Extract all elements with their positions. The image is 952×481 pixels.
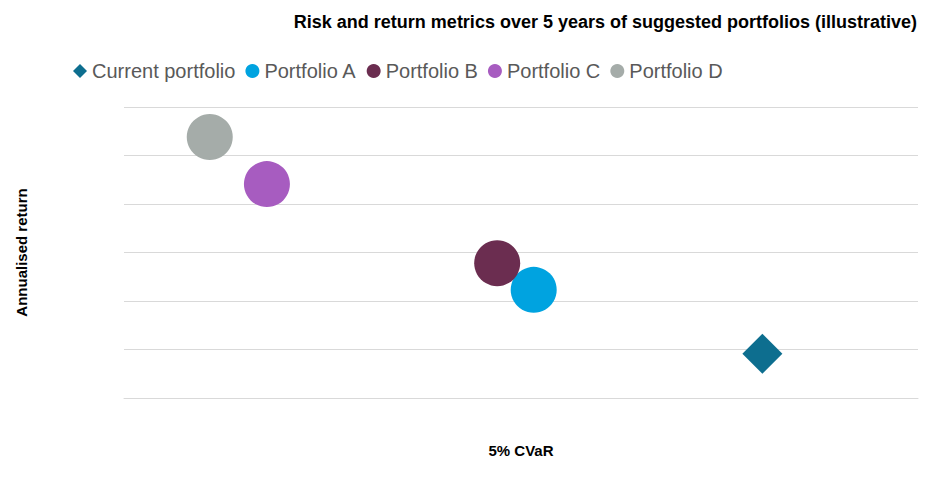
svg-text:Current portfolio: Current portfolio [92, 60, 235, 82]
svg-text:Portfolio A: Portfolio A [264, 60, 356, 82]
svg-text:Portfolio B: Portfolio B [386, 60, 478, 82]
svg-text:5% CVaR: 5% CVaR [488, 442, 553, 459]
svg-text:Portfolio D: Portfolio D [629, 60, 722, 82]
svg-text:Risk and return metrics over 5: Risk and return metrics over 5 years of … [294, 12, 917, 32]
svg-text:Portfolio C: Portfolio C [507, 60, 600, 82]
svg-text:Annualised return: Annualised return [13, 188, 30, 316]
